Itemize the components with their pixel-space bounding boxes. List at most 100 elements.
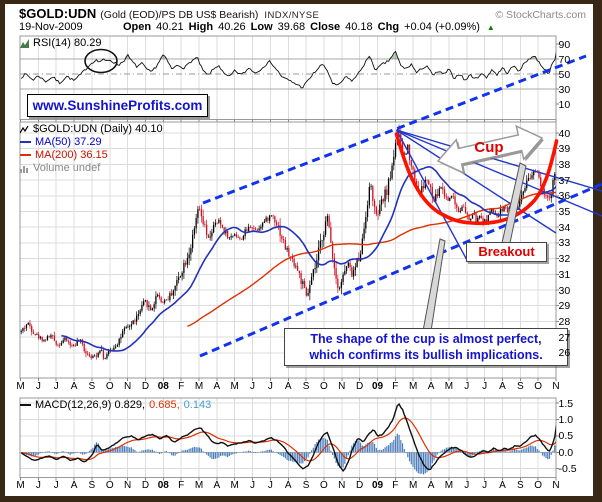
price-tick-label: 39: [558, 143, 571, 156]
price-tick-label: 26: [558, 347, 571, 360]
month-label: J: [53, 480, 59, 491]
quote-date: 19-Nov-2009: [19, 21, 83, 33]
month-label: M: [194, 480, 204, 491]
month-label: J: [482, 380, 488, 392]
macd-hist-value: 0.143: [183, 399, 212, 411]
month-label: A: [499, 380, 506, 392]
month-label: J: [482, 480, 488, 491]
month-label: J: [464, 480, 470, 491]
low-label: Low: [250, 21, 273, 33]
ma50-legend: MA(50) 37.29: [20, 136, 102, 148]
month-label: N: [552, 380, 560, 392]
price-series-icon: [20, 125, 29, 133]
macd-label: MACD(12,26,9) 0.829,: [35, 399, 146, 411]
month-label: N: [123, 380, 132, 392]
month-label: F: [178, 380, 185, 392]
price-series-legend: $GOLD:UDN (Daily) 40.10: [20, 123, 163, 135]
cup-annotation-label: Cup: [474, 139, 504, 156]
change-up-arrow-icon: ▲: [486, 22, 495, 32]
symbol-title: $GOLD:UDN: [19, 6, 97, 21]
month-label: O: [320, 480, 328, 491]
month-label: N: [338, 480, 346, 491]
rsi-tick-label: 10: [558, 98, 571, 111]
ma200-label: MA(200) 36.15: [35, 149, 108, 161]
month-label: O: [320, 380, 328, 392]
month-label: O: [105, 380, 114, 392]
month-label: N: [123, 480, 132, 491]
month-label: O: [105, 480, 114, 491]
month-label: F: [392, 380, 399, 392]
month-label: M: [194, 380, 204, 392]
price-tick-label: 35: [558, 206, 571, 218]
price-tick-label: 37: [558, 174, 571, 187]
month-label: N: [552, 480, 560, 491]
month-label: O: [534, 480, 543, 491]
price-tick-label: 34: [558, 221, 571, 234]
watermark-link[interactable]: www.SunshineProfits.com: [27, 94, 208, 117]
month-label: S: [302, 480, 310, 491]
rsi-tick-label: 70: [558, 53, 571, 66]
volume-icon: [20, 165, 28, 173]
month-label: 08: [157, 480, 169, 491]
month-label: 09: [371, 380, 384, 392]
month-label: M: [444, 380, 454, 392]
month-label: J: [35, 380, 41, 392]
breakout-annotation-box: Breakout: [466, 242, 547, 262]
price-tick-label: 28: [558, 315, 571, 328]
price-tick-label: 36: [558, 190, 571, 203]
macd-tick-label: 0.5: [558, 430, 574, 443]
volume-label: Volume undef: [33, 162, 101, 174]
month-label: O: [534, 380, 543, 392]
month-label: A: [284, 380, 292, 392]
month-label: A: [70, 380, 78, 392]
price-tick-label: 29: [558, 300, 571, 313]
month-label: M: [230, 480, 239, 491]
macd-icon: [20, 404, 31, 406]
note-annotation-box: The shape of the cup is almost perfect, …: [284, 328, 568, 366]
month-label: S: [88, 380, 96, 392]
price-tick-label: 27: [558, 331, 571, 344]
month-label: F: [392, 480, 399, 491]
macd-tick-label: 1.0: [558, 414, 574, 426]
note-line-1: The shape of the cup is almost perfect,: [310, 332, 542, 346]
close-label: Close: [310, 21, 341, 33]
rsi-label: RSI(14) 80.29: [33, 37, 102, 49]
quote-row: 19-Nov-2009 Open 40.21 High 40.26 Low 39…: [19, 21, 586, 33]
month-label: S: [516, 480, 524, 491]
rsi-tick-label: 30: [558, 83, 571, 96]
month-label: A: [427, 480, 435, 491]
price-series-label: $GOLD:UDN (Daily) 40.10: [33, 123, 163, 135]
close-value: 40.18: [345, 21, 373, 33]
month-label: S: [302, 380, 310, 392]
month-label: S: [516, 380, 524, 392]
month-label: M: [409, 480, 418, 491]
high-value: 40.26: [218, 21, 246, 33]
open-value: 40.21: [156, 21, 184, 33]
change-label: Chg: [377, 21, 400, 33]
ma200-legend: MA(200) 36.15: [20, 149, 108, 161]
month-label: M: [444, 480, 454, 491]
month-label: J: [250, 380, 256, 392]
change-value: +0.04 (+0.09%): [404, 21, 480, 33]
month-label: F: [178, 480, 185, 491]
month-label: S: [88, 480, 96, 491]
month-label: M: [16, 380, 25, 392]
price-tick-label: 38: [558, 158, 571, 171]
month-label: D: [141, 380, 150, 392]
month-label: A: [499, 480, 506, 491]
macd-tick-label: 0.0: [558, 446, 574, 459]
month-label: D: [356, 480, 364, 491]
open-label: Open: [123, 21, 152, 33]
month-label: 09: [371, 480, 384, 491]
price-tick-label: 32: [558, 253, 571, 266]
price-tick-label: 30: [558, 284, 571, 297]
price-tick-label: 40: [558, 127, 571, 140]
month-label: M: [409, 380, 418, 392]
month-label: A: [284, 480, 292, 491]
macd-tick-label: -0.5: [558, 463, 577, 476]
macd-signal-value: 0.685,: [149, 399, 180, 411]
macd-legend: MACD(12,26,9) 0.829, 0.685, 0.143: [20, 399, 211, 411]
copyright-label: © StockCharts.com: [495, 9, 586, 21]
